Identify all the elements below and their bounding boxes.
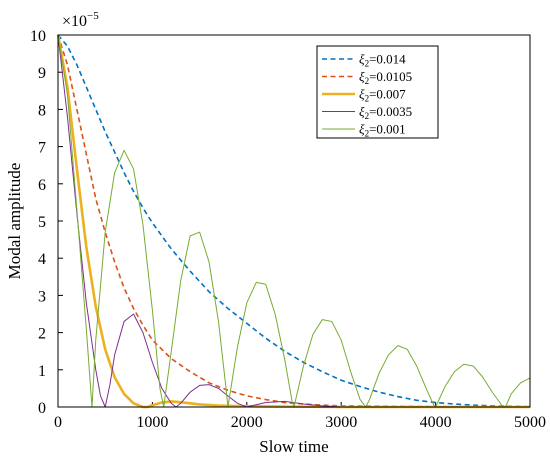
y-tick-label: 8 xyxy=(38,102,46,119)
legend: ξ2=0.014ξ2=0.0105ξ2=0.007ξ2=0.0035ξ2=0.0… xyxy=(316,45,439,139)
legend-value: =0.014 xyxy=(369,52,406,67)
y-tick-label: 3 xyxy=(38,288,46,305)
x-tick-label: 3000 xyxy=(325,414,357,431)
y-tick-label: 1 xyxy=(38,363,46,380)
y-tick-label: 5 xyxy=(38,214,46,231)
legend-label-1: ξ2=0.014 xyxy=(359,52,406,69)
legend-label-4: ξ2=0.0035 xyxy=(359,104,412,121)
series-line-4 xyxy=(57,34,530,408)
legend-label-2: ξ2=0.0105 xyxy=(359,69,412,86)
series-line-3 xyxy=(56,34,530,409)
y-tick-label: 9 xyxy=(38,65,46,82)
plot-area xyxy=(56,34,531,409)
x-tick-label: 1000 xyxy=(136,414,168,431)
x-tick-label: 0 xyxy=(54,414,62,431)
y-tick-label: 10 xyxy=(30,28,46,45)
y-tick-label: 0 xyxy=(38,400,46,417)
series-line-2 xyxy=(57,34,531,408)
x-tick-label: 5000 xyxy=(514,414,546,431)
y-axis-label: Modal amplitude xyxy=(5,163,24,280)
legend-subscript: 2 xyxy=(365,129,370,139)
legend-symbol: ξ xyxy=(359,122,365,137)
tick-labels: 0 1000 2000 3000 4000 5000 0 1 2 3 4 5 6 7 8 9 10 xyxy=(30,28,546,431)
legend-symbol: ξ xyxy=(359,52,365,67)
legend-value: =0.0105 xyxy=(369,69,412,84)
legend-subscript: 2 xyxy=(365,59,370,69)
legend-subscript: 2 xyxy=(365,94,370,104)
y-tick-label: 2 xyxy=(38,326,46,343)
legend-symbol: ξ xyxy=(359,104,365,119)
legend-value: =0.007 xyxy=(369,87,406,102)
x-tick-label: 4000 xyxy=(420,414,452,431)
legend-label-5: ξ2=0.001 xyxy=(359,122,406,139)
svg-text:×10−5: ×10−5 xyxy=(62,10,99,30)
tick-marks xyxy=(57,34,531,408)
series-line-5 xyxy=(57,34,531,408)
legend-label-3: ξ2=0.007 xyxy=(359,87,406,104)
x-axis-label: Slow time xyxy=(259,437,328,456)
y-tick-label: 6 xyxy=(38,177,46,194)
legend-symbol: ξ xyxy=(359,87,365,102)
legend-value: =0.0035 xyxy=(369,104,412,119)
y-multiplier-base: ×10 xyxy=(62,13,87,30)
axes-box xyxy=(57,34,531,408)
y-tick-label: 4 xyxy=(38,251,46,268)
series-line-1 xyxy=(57,34,531,408)
legend-box xyxy=(316,45,439,139)
y-multiplier-exponent: −5 xyxy=(87,10,99,22)
legend-subscript: 2 xyxy=(365,76,370,86)
legend-subscript: 2 xyxy=(365,111,370,121)
x-tick-label: 2000 xyxy=(231,414,263,431)
legend-symbol: ξ xyxy=(359,69,365,84)
legend-value: =0.001 xyxy=(369,122,406,137)
y-multiplier-label: ×10−5 xyxy=(62,10,99,30)
y-tick-label: 7 xyxy=(38,140,46,157)
